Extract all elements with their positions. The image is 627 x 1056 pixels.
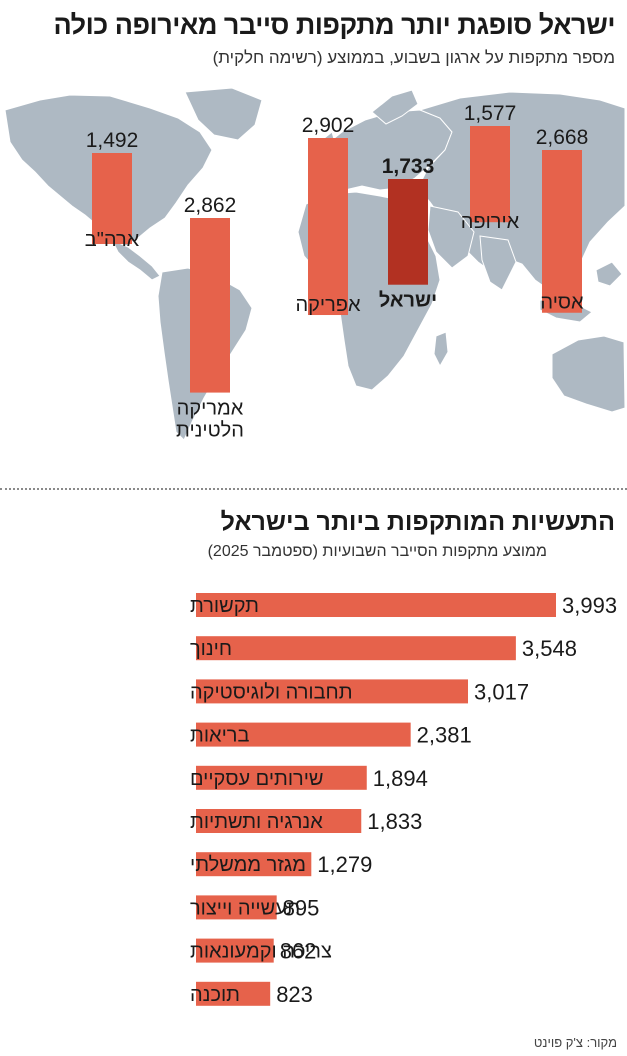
industry-bar [196, 679, 469, 704]
industry-bar-value: 3,548 [522, 636, 577, 661]
industry-bar [196, 636, 516, 661]
map-bar [190, 218, 230, 393]
industry-bar-value: 895 [283, 895, 320, 920]
map-bar-category: ארה"ב [85, 229, 140, 251]
industry-bar-label: אנרגיה ותשתיות [190, 811, 323, 833]
map-bar-category: אמריקה הלטינית [176, 398, 244, 442]
industry-bar-value: 2,381 [417, 723, 472, 748]
industry-bar-value: 3,993 [562, 593, 617, 618]
map-chart-subtitle: מספר מתקפות על ארגון בשבוע, בממוצע (רשימ… [212, 48, 615, 67]
industry-bar [196, 593, 556, 617]
industry-bar-value: 3,017 [474, 679, 529, 704]
map-bar-category: אפריקה [295, 294, 361, 316]
map-bar-value: 1,733 [382, 155, 435, 178]
map-bar [308, 138, 348, 316]
map-bar-value: 1,492 [86, 129, 139, 152]
industry-bar [196, 722, 411, 747]
map-bar [92, 153, 132, 245]
industry-bar-label: חינוך [190, 638, 232, 660]
map-bar-category: אסיה [540, 292, 584, 314]
industry-bar-label: שירותים עסקיים [190, 768, 324, 790]
industry-bar-label: תוכנה [190, 984, 240, 1006]
industry-chart-title: התעשיות המותקפות ביותר בישראל [220, 508, 615, 536]
industry-bar-label: תעשייה וייצור [190, 897, 300, 919]
industry-bar [196, 809, 362, 833]
industry-bar [196, 852, 312, 877]
map-bar-value: 2,862 [184, 194, 237, 217]
map-bar [388, 179, 428, 285]
world-map-chart: 1,492 ארה"ב 2,862 אמריקה הלטינית 2,902 אפריקה 1… [0, 80, 627, 480]
industry-bar-label: צריכה וקמעונאות [190, 941, 332, 963]
industry-bar-chart: תקשורת 3,993 חינוך 3,548 תחבורה ולוגיסטיקה 3,… [190, 593, 617, 1007]
map-bar [470, 126, 510, 223]
industry-bar-label: תחבורה ולוגיסטיקה [190, 681, 353, 703]
industry-chart-subtitle: ממוצע מתקפות הסייבר השבועיות (ספטמבר 202… [207, 543, 547, 560]
industry-bar-value: 1,833 [367, 809, 422, 834]
industry-bar-value: 862 [280, 939, 317, 964]
industry-bar-label: מגזר ממשלתי [190, 854, 306, 876]
industry-bar-value: 1,279 [317, 852, 372, 877]
map-bar-value: 1,577 [464, 102, 517, 125]
industry-bar-label: תקשורת [190, 595, 259, 617]
industry-bar-label: בריאות [190, 725, 249, 747]
industry-bar [196, 895, 277, 920]
map-chart-title: ישראל סופגת יותר מתקפות סייבר מאירופה כו… [53, 10, 615, 40]
map-bar-category: אירופה [461, 211, 520, 233]
industry-bar-value: 823 [276, 982, 313, 1007]
section-divider [0, 488, 627, 490]
map-bar-value: 2,668 [536, 126, 589, 149]
map-bar-value: 2,902 [302, 114, 355, 137]
industry-bar [196, 981, 271, 1006]
map-bar [542, 150, 582, 313]
source-note: מקור: צ'ק פוינט [533, 1035, 617, 1050]
industry-bar [196, 938, 274, 963]
map-bar-category: ישראל [379, 290, 437, 312]
industry-bar-value: 1,894 [373, 766, 428, 791]
industry-bar [196, 765, 367, 790]
